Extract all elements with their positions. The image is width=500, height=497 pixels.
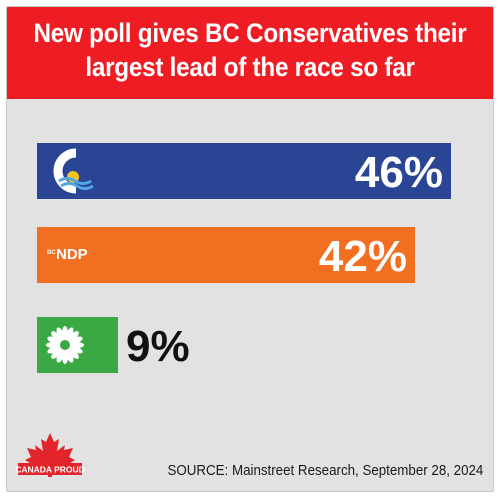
bar-value-label: 9%	[126, 322, 190, 371]
source-note: SOURCE: Mainstreet Research, September 2…	[167, 463, 483, 479]
headline: New poll gives BC Conservatives their lar…	[33, 18, 467, 82]
brand-text: CANADA PROUD	[15, 465, 85, 475]
bar-group-2: BC NDP 42%	[37, 227, 415, 283]
bc-greens-logo	[46, 326, 84, 364]
bar-bc-ndp	[37, 227, 415, 283]
poll-graphic: New poll gives BC Conservatives their lar…	[6, 6, 494, 492]
svg-text:NDP: NDP	[56, 246, 88, 263]
svg-text:BC: BC	[47, 250, 56, 256]
bc-conservatives-logo	[53, 148, 94, 194]
bar-chart: 46% BC NDP 42% 9%	[37, 143, 451, 373]
bc-ndp-logo: BC NDP	[47, 246, 88, 263]
bar-group-1: 46%	[37, 143, 451, 199]
bar-bc-conservatives	[37, 143, 451, 199]
bar-value-label: 42%	[319, 232, 407, 281]
bar-value-label: 46%	[355, 148, 443, 197]
header-banner: New poll gives BC Conservatives their lar…	[7, 7, 493, 99]
canada-proud-logo: CANADA PROUD	[15, 433, 85, 477]
bar-group-3: 9%	[37, 317, 190, 373]
